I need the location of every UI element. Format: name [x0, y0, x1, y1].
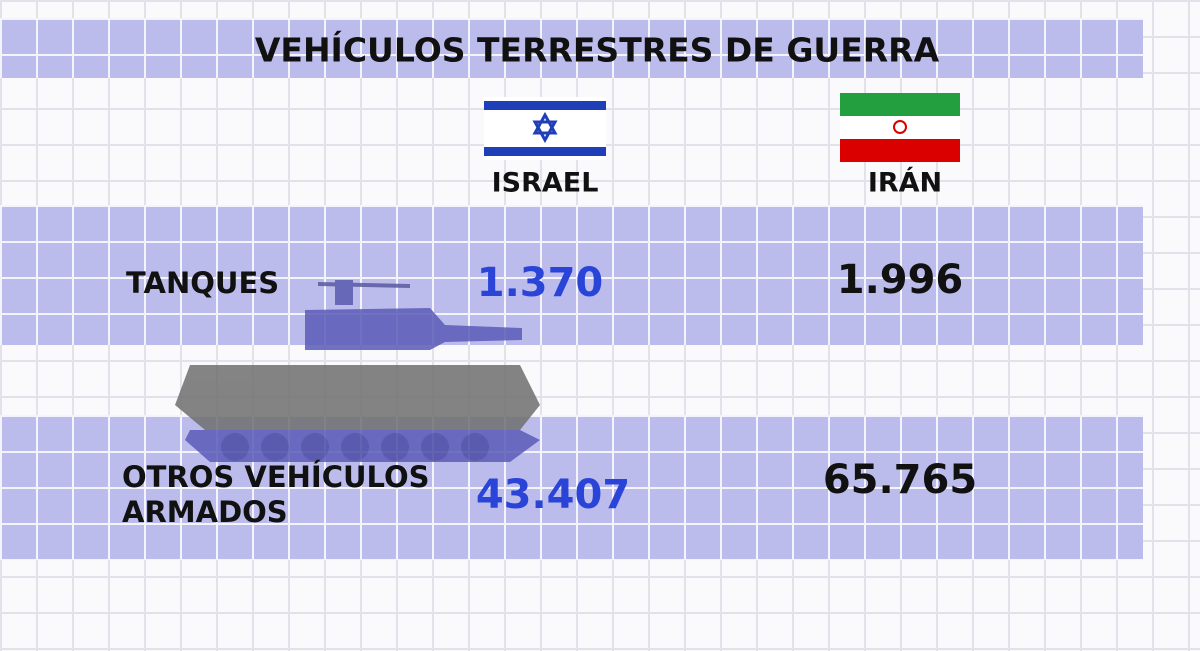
row-band — [0, 205, 1143, 345]
israel-value: 43.407 — [475, 472, 631, 518]
iran-flag — [840, 93, 960, 162]
row-band — [0, 415, 1143, 560]
column-header: IRÁN — [867, 167, 943, 199]
row-label: OTROS VEHÍCULOS ARMADOS — [122, 460, 430, 529]
tank-icon — [175, 280, 540, 462]
iran-value: 65.765 — [822, 457, 978, 503]
israel-value: 1.370 — [476, 260, 604, 306]
title-band — [0, 18, 1143, 78]
row-label: TANQUES — [126, 266, 280, 300]
title: VEHÍCULOS TERRESTRES DE GUERRA — [254, 30, 940, 70]
israel-flag — [484, 97, 606, 160]
iran-value: 1.996 — [836, 257, 964, 303]
column-header: ISRAEL — [491, 167, 599, 199]
